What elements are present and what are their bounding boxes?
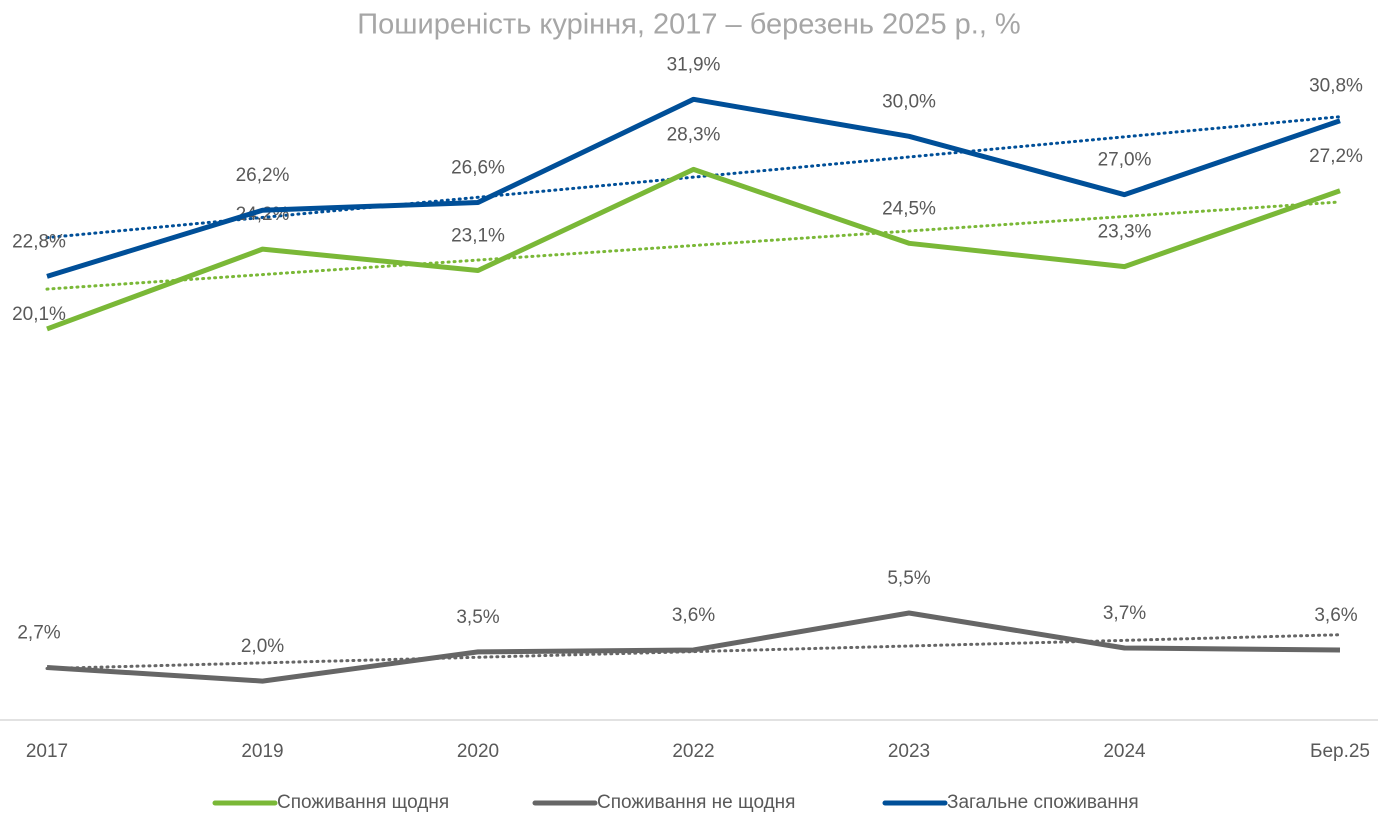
- chart-title: Поширеність куріння, 2017 – березень 202…: [357, 9, 1020, 41]
- series-line: [46, 610, 1341, 684]
- x-tick-label: 2022: [672, 741, 714, 762]
- data-label: 3,5%: [456, 607, 499, 628]
- data-label: 26,6%: [451, 157, 505, 178]
- data-label: 30,0%: [882, 91, 936, 112]
- x-tick-label: Бер.25: [1310, 741, 1370, 762]
- data-label: 24,5%: [882, 198, 936, 219]
- trendline: [45, 115, 1342, 240]
- data-label: 3,6%: [1314, 605, 1357, 626]
- legend-label: Споживання не щодня: [597, 792, 795, 813]
- data-label: 30,8%: [1309, 76, 1363, 97]
- data-label: 5,5%: [887, 568, 930, 589]
- x-tick-label: 2019: [241, 741, 283, 762]
- data-label: 2,7%: [17, 622, 60, 643]
- data-label: 26,2%: [236, 165, 290, 186]
- series-line: [46, 166, 1341, 332]
- data-label: 27,0%: [1098, 150, 1152, 171]
- x-tick-label: 2023: [888, 741, 930, 762]
- data-label: 28,3%: [667, 124, 721, 145]
- data-label: 27,2%: [1309, 146, 1363, 167]
- data-label: 3,7%: [1103, 603, 1146, 624]
- series-line: [46, 96, 1341, 279]
- data-label: 23,3%: [1098, 222, 1152, 243]
- legend-label: Споживання щодня: [277, 792, 449, 813]
- x-tick-label: 2020: [457, 741, 499, 762]
- data-label: 20,1%: [12, 304, 66, 325]
- trendline: [45, 200, 1342, 291]
- data-label: 2,0%: [241, 636, 284, 657]
- x-tick-label: 2017: [26, 741, 68, 762]
- data-label: 31,9%: [667, 54, 721, 75]
- legend-label: Загальне споживання: [947, 792, 1139, 813]
- data-label: 22,8%: [12, 231, 66, 252]
- data-label: 23,1%: [451, 226, 505, 247]
- data-label: 3,6%: [672, 605, 715, 626]
- x-tick-label: 2024: [1103, 741, 1146, 762]
